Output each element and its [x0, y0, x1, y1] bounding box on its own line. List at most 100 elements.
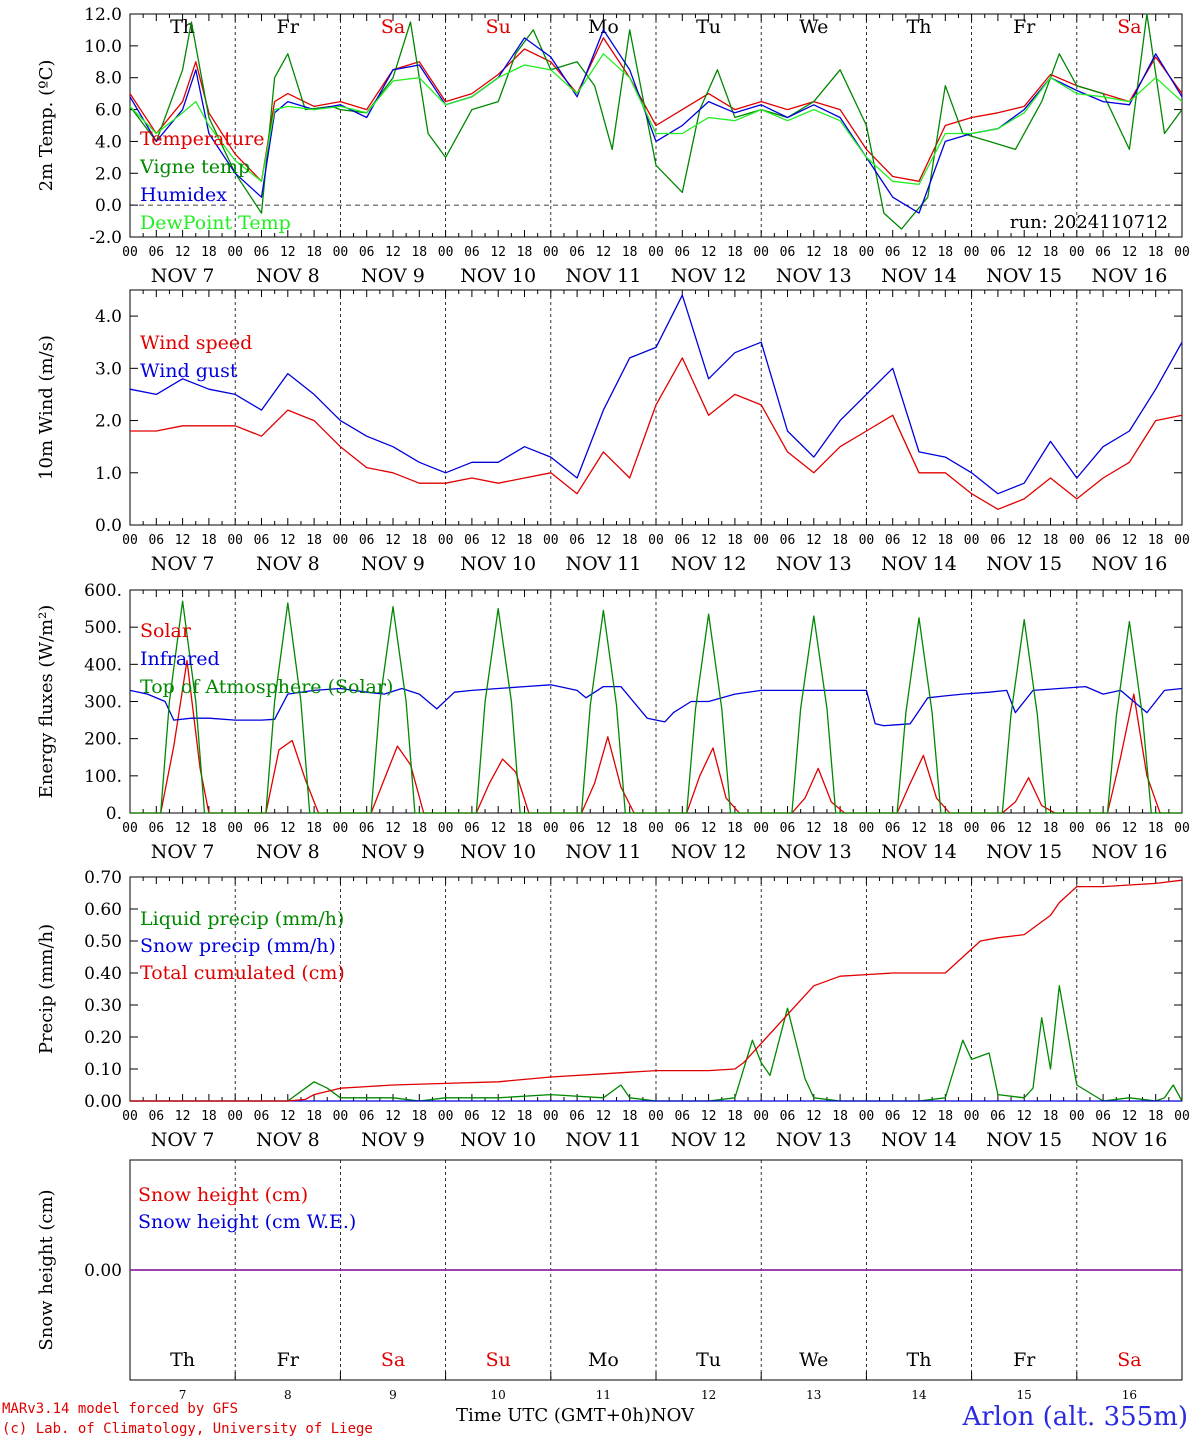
hour-tick-label: 06 — [674, 533, 690, 548]
day-date-label: NOV 11 — [565, 553, 641, 575]
hour-tick-label: 12 — [280, 245, 296, 260]
hour-tick-label: 06 — [359, 821, 375, 836]
y-tick-label: 0.60 — [84, 900, 122, 920]
hour-tick-label: 12 — [1122, 245, 1138, 260]
y-tick-label: 0.10 — [84, 1060, 122, 1080]
hour-tick-label: 06 — [254, 245, 270, 260]
hour-tick-label: 00 — [227, 821, 243, 836]
hour-tick-label: 06 — [674, 821, 690, 836]
hour-tick-label: 06 — [990, 1109, 1006, 1124]
weekday-label: Sa — [1117, 16, 1141, 38]
hour-tick-label: 00 — [227, 533, 243, 548]
station-label: Arlon (alt. 355m) — [962, 1402, 1188, 1432]
hour-tick-label: 18 — [201, 821, 217, 836]
hour-tick-label: 00 — [1069, 245, 1085, 260]
hour-tick-label: 12 — [385, 245, 401, 260]
hour-tick-label: 18 — [1148, 533, 1164, 548]
hour-tick-label: 18 — [517, 245, 533, 260]
hour-tick-label: 12 — [911, 1109, 927, 1124]
weekday-label: Th — [907, 1349, 932, 1371]
hour-tick-label: 18 — [832, 533, 848, 548]
y-tick-label: -2.0 — [89, 228, 122, 248]
hour-tick-label: 00 — [333, 245, 349, 260]
legend-entry: Infrared — [140, 648, 220, 670]
hour-tick-label: 00 — [1069, 533, 1085, 548]
hour-tick-label: 06 — [464, 533, 480, 548]
hour-tick-label: 18 — [517, 533, 533, 548]
hour-tick-label: 18 — [1043, 533, 1059, 548]
hour-tick-label: 00 — [333, 533, 349, 548]
day-date-label: NOV 8 — [256, 553, 320, 575]
y-axis-label: 10m Wind (m/s) — [36, 335, 57, 480]
weekday-label: Tu — [696, 16, 721, 38]
legend-entry: Solar — [140, 620, 192, 642]
hour-tick-label: 00 — [859, 245, 875, 260]
y-tick-label: 500. — [84, 618, 122, 638]
day-date-label: NOV 8 — [256, 265, 320, 287]
hour-tick-label: 00 — [1174, 533, 1190, 548]
y-tick-label: 200. — [84, 730, 122, 750]
day-date-label: NOV 11 — [565, 841, 641, 863]
day-date-label: NOV 13 — [776, 1129, 852, 1151]
hour-tick-label: 00 — [543, 533, 559, 548]
hour-tick-label: 00 — [1069, 821, 1085, 836]
hour-tick-label: 06 — [885, 533, 901, 548]
day-date-label: NOV 12 — [671, 265, 747, 287]
legend-entry: DewPoint Temp — [140, 212, 291, 234]
legend-entry: Wind gust — [140, 360, 238, 382]
chart-panel-4: 0.00 0.10 0.20 0.30 0.40 0.50 0.60 0.70 Precip (… — [36, 868, 1190, 1151]
hour-tick-label: 06 — [569, 533, 585, 548]
hour-tick-label: 18 — [1148, 1109, 1164, 1124]
day-date-label: NOV 15 — [986, 553, 1062, 575]
hour-tick-label: 18 — [937, 533, 953, 548]
hour-tick-label: 18 — [727, 1109, 743, 1124]
hour-tick-label: 12 — [701, 1109, 717, 1124]
hour-tick-label: 00 — [1069, 1109, 1085, 1124]
legend-entry: Total cumulated (cm) — [140, 962, 345, 984]
weekday-label: Th — [170, 1349, 195, 1371]
hour-tick-label: 18 — [622, 533, 638, 548]
hour-tick-label: 06 — [359, 533, 375, 548]
hour-tick-label: 06 — [569, 821, 585, 836]
day-number-label: 15 — [1017, 1388, 1032, 1402]
series-line-2 — [129, 684, 1183, 727]
hour-tick-label: 06 — [885, 245, 901, 260]
hour-tick-label: 00 — [438, 245, 454, 260]
footer-credits: MARv3.14 model forced by GFS (c) Lab. of… — [2, 1399, 373, 1439]
hour-tick-label: 18 — [937, 821, 953, 836]
day-date-label: NOV 14 — [881, 841, 957, 863]
hour-tick-label: 12 — [806, 533, 822, 548]
series-line-1 — [130, 357, 1183, 510]
legend-entry: Snow precip (mm/h) — [140, 935, 336, 957]
hour-tick-label: 18 — [411, 1109, 427, 1124]
hour-tick-label: 00 — [122, 1109, 138, 1124]
day-date-label: NOV 7 — [151, 553, 215, 575]
hour-tick-label: 06 — [990, 245, 1006, 260]
hour-tick-label: 18 — [832, 245, 848, 260]
footer-lab-label: (c) Lab. of Climatology, University of L… — [2, 1421, 373, 1437]
y-tick-label: 8.0 — [95, 69, 122, 89]
weekday-label: Sa — [381, 16, 405, 38]
hour-tick-label: 12 — [280, 533, 296, 548]
y-tick-label: 300. — [84, 693, 122, 713]
hour-tick-label: 12 — [1016, 245, 1032, 260]
hour-tick-label: 00 — [122, 533, 138, 548]
day-number-label: 13 — [806, 1388, 821, 1402]
hour-tick-label: 00 — [753, 245, 769, 260]
hour-tick-label: 12 — [175, 1109, 191, 1124]
day-date-label: NOV 11 — [565, 265, 641, 287]
hour-tick-label: 06 — [148, 821, 164, 836]
hour-tick-label: 18 — [201, 1109, 217, 1124]
y-axis-label: Energy fluxes (W/m²) — [36, 605, 57, 799]
hour-tick-label: 00 — [753, 1109, 769, 1124]
hour-tick-label: 12 — [490, 245, 506, 260]
y-axis-label: Snow height (cm) — [36, 1189, 57, 1350]
hour-tick-label: 06 — [254, 533, 270, 548]
day-number-label: 8 — [284, 1388, 292, 1402]
hour-tick-label: 12 — [701, 245, 717, 260]
hour-tick-label: 12 — [490, 533, 506, 548]
hour-tick-label: 00 — [122, 821, 138, 836]
chart-panel-1: -2.0 0.0 2.0 4.0 6.0 8.0 10.0 12.0 2m Temp. (ºC)… — [36, 5, 1190, 287]
legend-entry: Snow height (cm W.E.) — [138, 1211, 356, 1233]
hour-tick-label: 06 — [148, 245, 164, 260]
